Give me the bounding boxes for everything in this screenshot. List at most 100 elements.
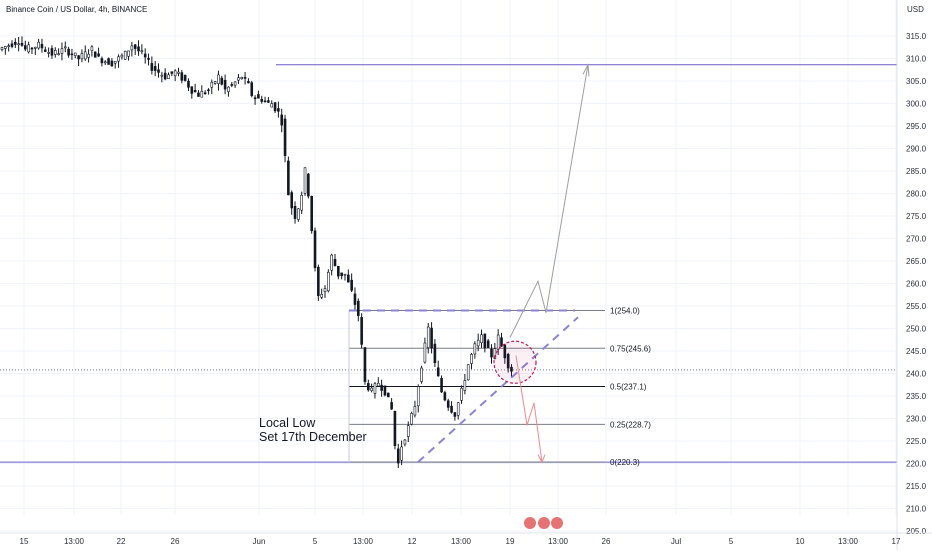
- candle-body: [413, 406, 417, 416]
- candle-body: [14, 41, 17, 45]
- candle-body: [400, 446, 403, 461]
- candle-body: [257, 94, 260, 99]
- candle-body: [60, 48, 64, 54]
- candle-body: [193, 90, 197, 93]
- candle-body: [483, 333, 487, 349]
- candle-body: [350, 279, 353, 291]
- candle-body: [40, 43, 44, 49]
- candle-body: [80, 53, 84, 60]
- candle-body: [370, 387, 373, 391]
- candle-body: [366, 383, 370, 391]
- candle-body: [197, 92, 200, 97]
- time-tick-label: 13:00: [548, 537, 569, 546]
- event-icon-2[interactable]: [538, 517, 550, 529]
- candle-body: [207, 89, 210, 92]
- candle-body: [270, 103, 274, 108]
- currency-label: USD: [907, 5, 924, 14]
- candle-body: [30, 47, 34, 50]
- fib-label: 0.75(245.6): [610, 344, 651, 353]
- candle-body: [490, 348, 493, 358]
- candle-body: [187, 80, 190, 88]
- candle-body: [390, 402, 393, 410]
- candle-body: [323, 288, 327, 292]
- candle-body: [313, 230, 317, 269]
- candle-body: [67, 48, 70, 56]
- candle-body: [100, 58, 104, 64]
- candle-body: [460, 387, 463, 401]
- candle-body: [10, 43, 14, 47]
- candle-body: [177, 71, 180, 74]
- candle-body: [493, 348, 497, 359]
- candle-body: [453, 412, 457, 417]
- price-tick-label: 270.0: [906, 235, 927, 244]
- candle-body: [0, 47, 4, 50]
- time-tick-label: 19: [506, 537, 515, 546]
- candle-body: [223, 79, 227, 90]
- candle-body: [117, 56, 120, 62]
- candle-body: [157, 69, 160, 73]
- candle-body: [233, 81, 237, 86]
- time-tick-label: 22: [117, 537, 126, 546]
- candle-body: [90, 46, 94, 51]
- candle-body: [310, 195, 313, 232]
- bearish-projection-path: [515, 355, 543, 463]
- candle-body: [267, 100, 270, 103]
- price-tick-label: 280.0: [906, 190, 927, 199]
- candle-body: [83, 51, 87, 60]
- price-tick-label: 310.0: [906, 55, 927, 64]
- price-tick-label: 295.0: [906, 122, 927, 131]
- price-tick-label: 235.0: [906, 392, 927, 401]
- candle-body: [93, 51, 97, 58]
- price-tick-label: 205.0: [906, 527, 927, 536]
- fib-label: 0.25(228.7): [610, 420, 651, 429]
- candle-body: [420, 367, 423, 382]
- drawings: [349, 63, 590, 464]
- candle-body: [393, 410, 397, 446]
- candle-body: [426, 326, 430, 348]
- time-tick-label: 5: [729, 537, 734, 546]
- candle-body: [140, 50, 144, 52]
- candle-body: [486, 340, 490, 348]
- candle-body: [87, 53, 90, 58]
- price-axis[interactable]: 205.0 210.0 215.0 220.0 225.0 230.0 235.0 240.0…: [896, 0, 932, 550]
- price-tick-label: 305.0: [906, 77, 927, 86]
- time-axis[interactable]: 15 13:00 22 26 Jun 5 13:00 12 13:00 19 13:00 26 Jul 5…: [0, 532, 932, 546]
- candle-body: [127, 50, 130, 57]
- candle-body: [406, 425, 410, 437]
- candle-body: [503, 344, 507, 359]
- candle-body: [20, 42, 24, 46]
- candle-body: [147, 57, 150, 60]
- candle-body: [283, 118, 287, 156]
- candle-body: [240, 77, 244, 80]
- chart-title: Binance Coin / US Dollar, 4h, BINANCE: [6, 5, 147, 14]
- time-tick-label: Jul: [671, 537, 681, 546]
- candle-body: [107, 58, 110, 65]
- price-tick-label: 260.0: [906, 280, 927, 289]
- candle-body: [463, 380, 467, 391]
- candle-body: [287, 160, 290, 196]
- candle-body: [440, 377, 443, 393]
- candle-body: [466, 364, 470, 381]
- event-icons[interactable]: [524, 517, 563, 529]
- event-icon-1[interactable]: [524, 517, 536, 529]
- fib-label: 0.5(237.1): [610, 383, 647, 392]
- candle-body: [243, 77, 247, 79]
- candle-body: [430, 327, 433, 349]
- candle-body: [353, 293, 357, 305]
- price-tick-label: 240.0: [906, 370, 927, 379]
- event-icon-3[interactable]: [551, 517, 563, 529]
- candle-body: [153, 66, 157, 71]
- candle-body: [340, 272, 343, 277]
- candle-body: [130, 45, 134, 51]
- price-axis-bg: [897, 0, 932, 550]
- candle-body: [217, 74, 220, 84]
- bullish-projection-path: [509, 64, 589, 338]
- candle-body: [456, 402, 460, 416]
- time-tick-label: 15: [20, 537, 29, 546]
- candle-body: [506, 353, 510, 369]
- candle-body: [403, 439, 407, 445]
- candle-body: [17, 43, 20, 46]
